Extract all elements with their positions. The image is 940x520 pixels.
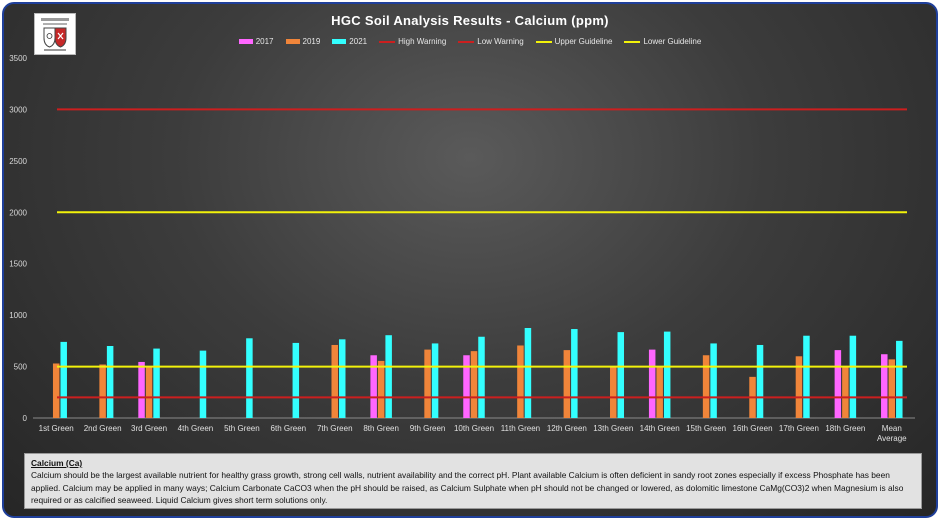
bar-2017-10 <box>463 355 470 418</box>
bar-2021-5 <box>246 338 253 418</box>
notes-body: Calcium should be the largest available … <box>31 470 904 505</box>
y-tick-label: 3000 <box>9 105 27 114</box>
bar-2021-8 <box>385 335 392 418</box>
x-tick-label: 7th Green <box>317 424 353 433</box>
x-tick-label: 13th Green <box>593 424 633 433</box>
bar-2017-8 <box>370 355 377 418</box>
bar-2019-1 <box>52 363 60 418</box>
x-tick-label: 17th Green <box>779 424 819 433</box>
chart-legend: 2017 2019 2021 High Warning Low Warning … <box>4 37 936 46</box>
y-tick-label: 2000 <box>9 208 27 217</box>
legend-item-high-warning: High Warning <box>379 37 446 46</box>
x-tick-label: 8th Green <box>363 424 399 433</box>
bar-2021-7 <box>338 339 346 418</box>
calcium-notes-panel: Calcium (Ca) Calcium should be the large… <box>24 453 922 509</box>
legend-swatch-high-warning <box>379 40 396 43</box>
legend-label-2019: 2019 <box>302 37 321 46</box>
y-tick-label: 2500 <box>9 157 27 166</box>
bar-2021-12 <box>571 329 578 418</box>
bar-2019-14 <box>656 366 663 418</box>
y-tick-label: 0 <box>23 414 28 423</box>
legend-label-low-warning: Low Warning <box>477 37 524 46</box>
legend-item-low-warning: Low Warning <box>458 37 524 46</box>
bar-2019-8 <box>377 360 385 418</box>
x-tick-label: 4th Green <box>178 424 214 433</box>
bar-2017-3 <box>138 361 145 418</box>
bar-2021-9 <box>431 343 439 418</box>
x-tick-label: 12th Green <box>547 424 587 433</box>
x-tick-label: 3rd Green <box>131 424 167 433</box>
x-tick-label: 11th Green <box>501 424 540 433</box>
legend-swatch-upper-guideline <box>535 40 552 43</box>
chart-title: HGC Soil Analysis Results - Calcium (ppm… <box>331 13 609 28</box>
bar-2019-13 <box>610 366 617 418</box>
legend-label-upper-guideline: Upper Guideline <box>554 37 613 46</box>
bar-chart: 0 500 1000 1500 2000 2500 3000 3500 1st Green 2nd… <box>9 54 915 443</box>
x-tick-label: 5th Green <box>224 424 260 433</box>
legend-label-2017: 2017 <box>255 37 274 46</box>
x-tick-label: Average <box>877 434 907 443</box>
x-tick-label: 2nd Green <box>84 424 122 433</box>
x-tick-label: 1st Green <box>39 424 74 433</box>
bar-2017-14 <box>648 349 656 418</box>
bar-2019-19 <box>888 359 896 418</box>
bar-2019-10 <box>470 351 478 418</box>
bar-2021-16 <box>756 344 764 418</box>
notes-title: Calcium (Ca) <box>31 458 83 468</box>
x-tick-label: 16th Green <box>733 424 773 433</box>
bar-2021-3 <box>153 348 160 418</box>
bar-2017-19 <box>881 354 888 418</box>
x-tick-label: 10th Green <box>454 424 494 433</box>
bar-2021-10 <box>478 336 485 418</box>
bar-2019-18 <box>842 366 849 418</box>
y-tick-label: 1500 <box>9 260 27 269</box>
bar-2019-17 <box>795 356 803 418</box>
club-crest-icon <box>35 14 75 54</box>
x-tick-label: 6th Green <box>271 424 307 433</box>
legend-label-high-warning: High Warning <box>398 37 447 46</box>
y-tick-label: 1000 <box>9 311 27 320</box>
x-tick-label: Mean <box>882 424 902 433</box>
bar-2021-4 <box>199 350 207 418</box>
legend-label-2021: 2021 <box>349 37 368 46</box>
legend-swatch-2019 <box>285 39 300 44</box>
legend-swatch-lower-guideline <box>624 40 641 43</box>
x-tick-label: 9th Green <box>410 424 446 433</box>
bar-2021-1 <box>60 341 67 418</box>
bar-2019-7 <box>331 344 338 418</box>
y-tick-label: 500 <box>14 363 28 372</box>
x-tick-label: 18th Green <box>825 424 865 433</box>
bar-2021-15 <box>710 343 717 418</box>
bar-2021-18 <box>849 335 857 418</box>
bar-2019-15 <box>702 355 710 418</box>
bar-2021-2 <box>106 346 114 418</box>
legend-item-upper-guideline: Upper Guideline <box>535 37 613 46</box>
bar-2019-12 <box>563 350 571 418</box>
legend-item-2019: 2019 <box>285 37 321 46</box>
bar-2019-3 <box>145 366 153 418</box>
legend-item-2017: 2017 <box>238 37 274 46</box>
legend-swatch-2021 <box>332 39 347 44</box>
y-tick-label: 3500 <box>9 54 27 63</box>
bar-2021-17 <box>803 335 810 418</box>
legend-item-2021: 2021 <box>332 37 367 46</box>
bar-2021-19 <box>896 340 903 418</box>
legend-swatch-2017 <box>238 39 253 44</box>
bar-2017-18 <box>834 350 842 418</box>
bar-2021-14 <box>663 331 671 418</box>
legend-label-lower-guideline: Lower Guideline <box>643 37 702 46</box>
legend-swatch-low-warning <box>458 40 475 43</box>
x-tick-label: 15th Green <box>686 424 726 433</box>
x-tick-label: 14th Green <box>640 424 680 433</box>
bar-2021-11 <box>524 328 532 418</box>
bar-2019-2 <box>99 364 106 418</box>
bar-2019-9 <box>424 349 431 418</box>
legend-item-lower-guideline: Lower Guideline <box>624 37 701 46</box>
bar-2021-6 <box>292 342 300 418</box>
bar-2021-13 <box>617 332 625 418</box>
club-logo <box>34 13 76 55</box>
bar-2019-11 <box>517 345 524 418</box>
